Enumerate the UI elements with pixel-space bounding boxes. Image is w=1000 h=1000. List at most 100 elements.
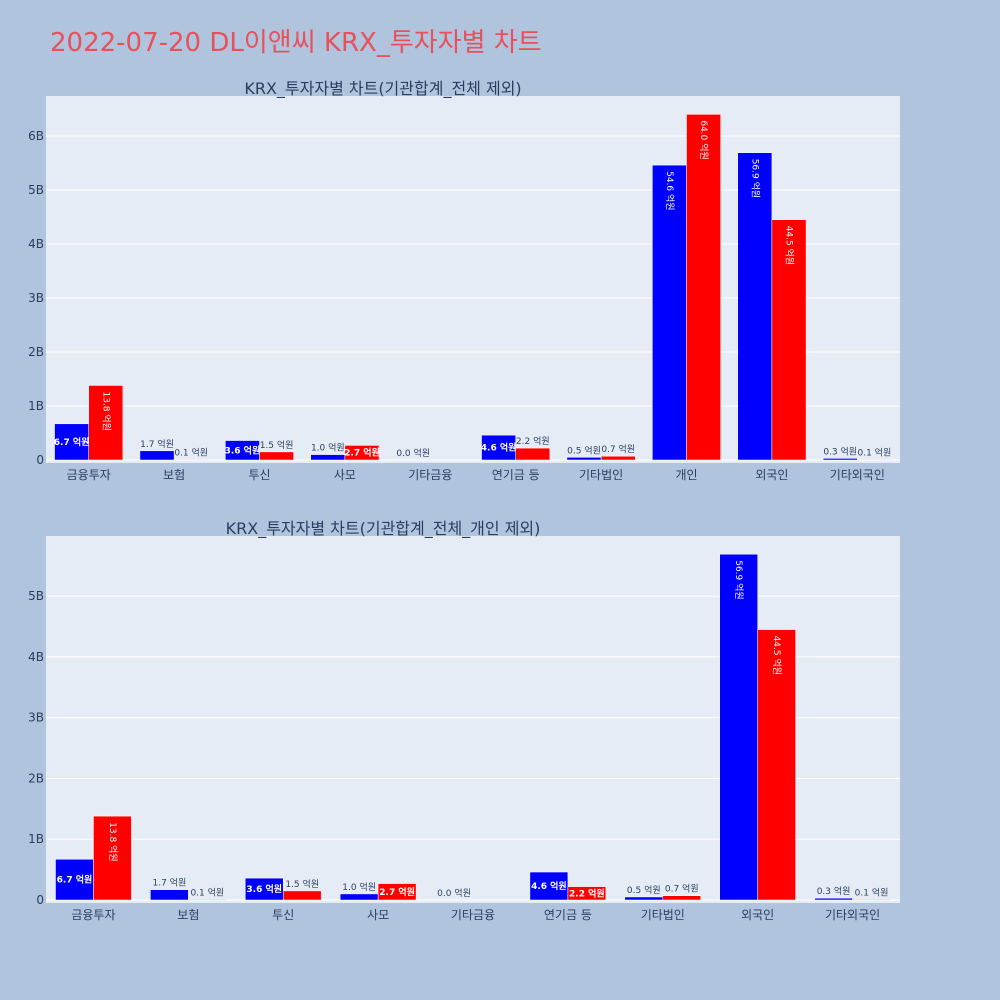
bar [566,457,602,461]
data-label: 1.0 억원 [311,442,345,454]
bar [93,815,132,901]
chart-title: KRX_투자자별 차트(기관합계_전체_개인 제외) [226,519,541,539]
data-label: 0.3 억원 [817,885,851,897]
bar [245,877,284,901]
data-label: 3.6 억원 [246,883,282,895]
data-label: 2.2 억원 [569,887,605,899]
y-tick-label: 6B [28,129,44,143]
bar [310,454,346,461]
data-label: 6.7 억원 [54,436,90,448]
bar [857,459,892,461]
bar [344,445,380,461]
data-label: 6.7 억원 [57,874,93,886]
bar [515,447,551,461]
data-label: 2.2 억원 [516,435,550,447]
y-tick-label: 4B [28,237,44,251]
bar [852,899,891,901]
data-label: 54.6 억원 [664,171,676,210]
bar [567,886,607,901]
x-tick-label: 투신 [248,468,270,482]
chart-title: KRX_투자자별 차트(기관합계_전체 제외) [244,79,521,99]
x-tick-label: 외국인 [741,908,774,922]
data-label: 2.7 억원 [379,886,415,898]
bar [139,450,175,461]
y-tick-label: 4B [28,650,44,664]
x-tick-label: 보험 [177,908,199,922]
data-label: 44.5 억원 [783,226,795,265]
y-tick-label: 2B [28,345,44,359]
bar [173,459,209,461]
bar [377,883,417,901]
y-tick-label: 0 [36,893,44,907]
bar [339,893,379,901]
x-tick-label: 기타외국인 [830,468,885,482]
data-label: 56.9 억원 [733,560,745,599]
bar [225,440,260,461]
x-tick-label: 보험 [163,468,185,482]
bar [600,455,636,461]
bar [737,152,773,461]
data-label: 0.0 억원 [396,447,430,459]
data-label: 0.7 억원 [665,883,699,895]
data-label: 1.0 억원 [342,881,376,893]
x-tick-label: 금융투자 [67,468,111,482]
bar [481,434,516,461]
y-tick-label: 5B [28,183,44,197]
bar [662,895,701,901]
data-label: 13.8 억원 [100,391,112,430]
bar [150,889,189,901]
bar [188,899,227,901]
data-label: 0.3 억원 [823,445,857,457]
bar [259,451,294,461]
data-label: 0.1 억원 [190,886,224,898]
x-tick-label: 기타법인 [579,468,623,482]
x-tick-label: 연기금 등 [492,468,540,482]
bar [686,114,721,461]
y-tick-label: 1B [28,832,44,846]
data-label: 1.7 억원 [152,877,186,889]
data-label: 1.5 억원 [285,878,319,890]
bar [282,890,322,901]
chart-krx-excl-institution-total: KRX_투자자별 차트(기관합계_전체 제외) 0 1B 2B 3B 4B 5B 6B 금융투자… [28,79,900,482]
bar [771,219,807,461]
x-tick-label: 투신 [272,908,294,922]
data-label: 1.7 억원 [140,438,174,450]
bar [652,164,687,461]
y-tick-label: 2B [28,771,44,785]
x-tick-label: 기타금융 [451,908,495,922]
x-tick-label: 사모 [367,908,389,922]
x-tick-label: 개인 [675,468,697,482]
bar [624,896,664,901]
data-label: 56.9 억원 [749,159,761,198]
x-tick-label: 외국인 [755,468,788,482]
data-label: 3.6 억원 [225,444,261,456]
data-label: 0.1 억원 [174,446,208,458]
x-tick-label: 금융투자 [71,908,115,922]
x-tick-label: 기타금융 [408,468,452,482]
bar [814,897,853,901]
x-tick-label: 기타외국인 [825,908,880,922]
page-title: 2022-07-20 DL이앤씨 KRX_투자자별 차트 [50,28,542,58]
bar [88,385,124,461]
bar [719,553,758,901]
data-label: 0.1 억원 [858,446,892,458]
data-label: 1.5 억원 [260,439,294,451]
bar [529,871,569,901]
x-tick-label: 기타법인 [641,908,685,922]
data-label: 44.5 억원 [771,636,783,675]
x-tick-label: 사모 [334,468,356,482]
x-tick-label: 연기금 등 [544,908,592,922]
y-tick-label: 5B [28,589,44,603]
y-tick-label: 1B [28,399,44,413]
bar [822,458,858,461]
data-label: 64.0 억원 [698,120,710,159]
y-tick-label: 3B [28,291,44,305]
data-label: 2.7 억원 [344,447,380,459]
data-label: 13.8 억원 [107,822,119,861]
data-label: 4.6 억원 [531,880,567,892]
data-label: 0.0 억원 [437,887,471,899]
data-label: 0.7 억원 [601,443,635,455]
data-label: 0.1 억원 [855,886,889,898]
bar [55,859,94,901]
data-label: 0.5 억원 [627,884,661,896]
